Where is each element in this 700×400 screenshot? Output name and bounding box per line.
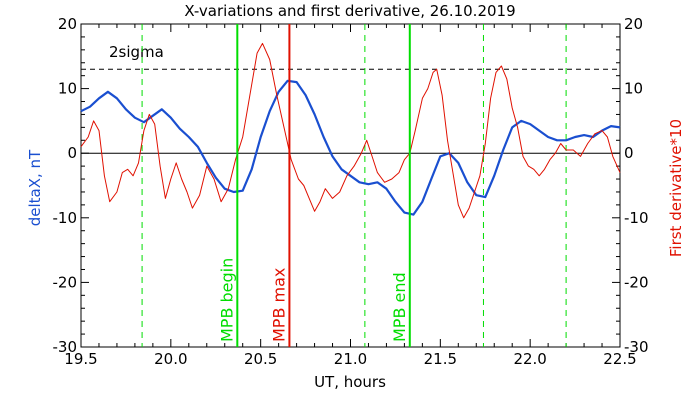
y-axis-label-right: First derivative*10: [667, 119, 685, 257]
y-tick-label-right: 0: [624, 144, 634, 162]
plot-frame: [80, 23, 621, 348]
y-tick-label-left: 0: [67, 144, 77, 162]
y-tick-label-right: -30: [624, 338, 649, 356]
y-tick-label-left: 20: [58, 15, 77, 33]
y-tick-label-left: -20: [53, 273, 78, 291]
plot-area: 19.5 20.0 20.5 21.0 21.5 22.0 22.5 20 20 10 10 0 0 -1…: [53, 15, 649, 368]
mpb-marker-label: MPB begin: [217, 258, 236, 342]
x-tick-label: 21.0: [334, 350, 367, 368]
x-tick-label: 19.5: [64, 350, 97, 368]
mpb-marker-label: MPB max: [269, 268, 288, 342]
deltax-series-line: [80, 79, 621, 216]
y-tick-label-right: 10: [624, 80, 643, 98]
threshold-label: 2sigma: [109, 43, 164, 61]
y-tick-label-right: -20: [624, 273, 649, 291]
y-tick-label-left: -10: [53, 209, 78, 227]
x-tick-label: 20.5: [244, 350, 277, 368]
y-tick-label-left: -30: [53, 338, 78, 356]
x-tick-label: 21.5: [424, 350, 457, 368]
derivative-series-line: [80, 42, 621, 219]
y-axis-label-left: deltaX, nT: [26, 149, 44, 226]
y-tick-label-left: 10: [58, 80, 77, 98]
y-tick-label-right: -10: [624, 209, 649, 227]
x-tick-label: 22.5: [603, 350, 636, 368]
x-tick-label: 20.0: [154, 350, 187, 368]
x-tick-label: 22.0: [513, 350, 546, 368]
mpb-marker-label: MPB end: [390, 272, 409, 342]
y-tick-label-right: 20: [624, 15, 643, 33]
chart-title: X-variations and first derivative, 26.10…: [184, 2, 515, 20]
x-axis-label: UT, hours: [314, 373, 386, 391]
